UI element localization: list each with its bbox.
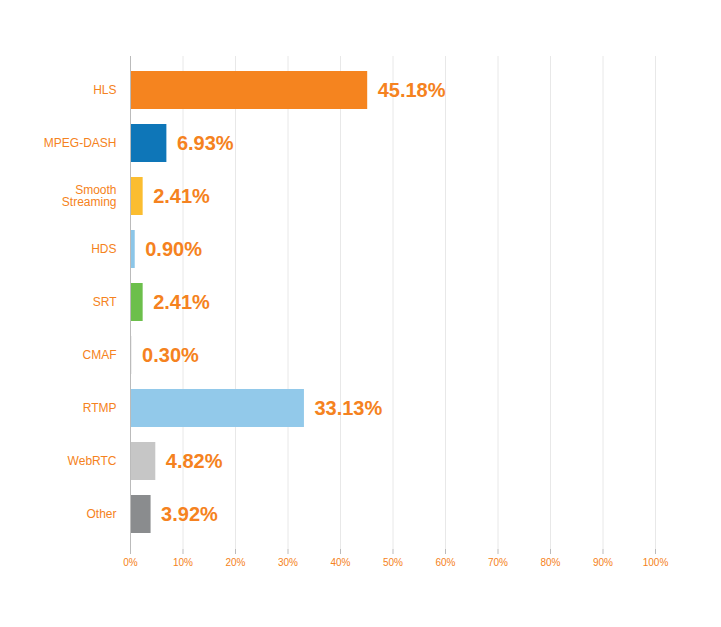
svg-text:WebRTC: WebRTC — [68, 454, 117, 468]
svg-text:RTMP: RTMP — [83, 401, 117, 415]
svg-text:30%: 30% — [278, 557, 298, 568]
svg-text:SRT: SRT — [93, 295, 117, 309]
svg-text:MPEG-DASH: MPEG-DASH — [44, 136, 117, 150]
svg-text:20%: 20% — [225, 557, 245, 568]
svg-text:45.18%: 45.18% — [378, 79, 446, 101]
svg-text:80%: 80% — [540, 557, 560, 568]
svg-text:0%: 0% — [123, 557, 138, 568]
svg-text:HDS: HDS — [91, 242, 116, 256]
svg-text:90%: 90% — [593, 557, 613, 568]
svg-text:70%: 70% — [488, 557, 508, 568]
svg-text:CMAF: CMAF — [83, 348, 117, 362]
svg-text:50%: 50% — [383, 557, 403, 568]
svg-text:3.92%: 3.92% — [161, 503, 218, 525]
svg-text:2.41%: 2.41% — [153, 291, 210, 313]
svg-text:0.30%: 0.30% — [142, 344, 199, 366]
svg-text:HLS: HLS — [93, 83, 116, 97]
svg-text:2.41%: 2.41% — [153, 185, 210, 207]
svg-text:60%: 60% — [435, 557, 455, 568]
svg-text:100%: 100% — [643, 557, 669, 568]
svg-text:0.90%: 0.90% — [145, 238, 202, 260]
svg-text:33.13%: 33.13% — [314, 397, 382, 419]
svg-text:10%: 10% — [173, 557, 193, 568]
svg-text:6.93%: 6.93% — [177, 132, 234, 154]
svg-text:40%: 40% — [330, 557, 350, 568]
svg-text:4.82%: 4.82% — [166, 450, 223, 472]
svg-text:Other: Other — [86, 507, 116, 521]
svg-text:SmoothStreaming: SmoothStreaming — [62, 183, 117, 209]
